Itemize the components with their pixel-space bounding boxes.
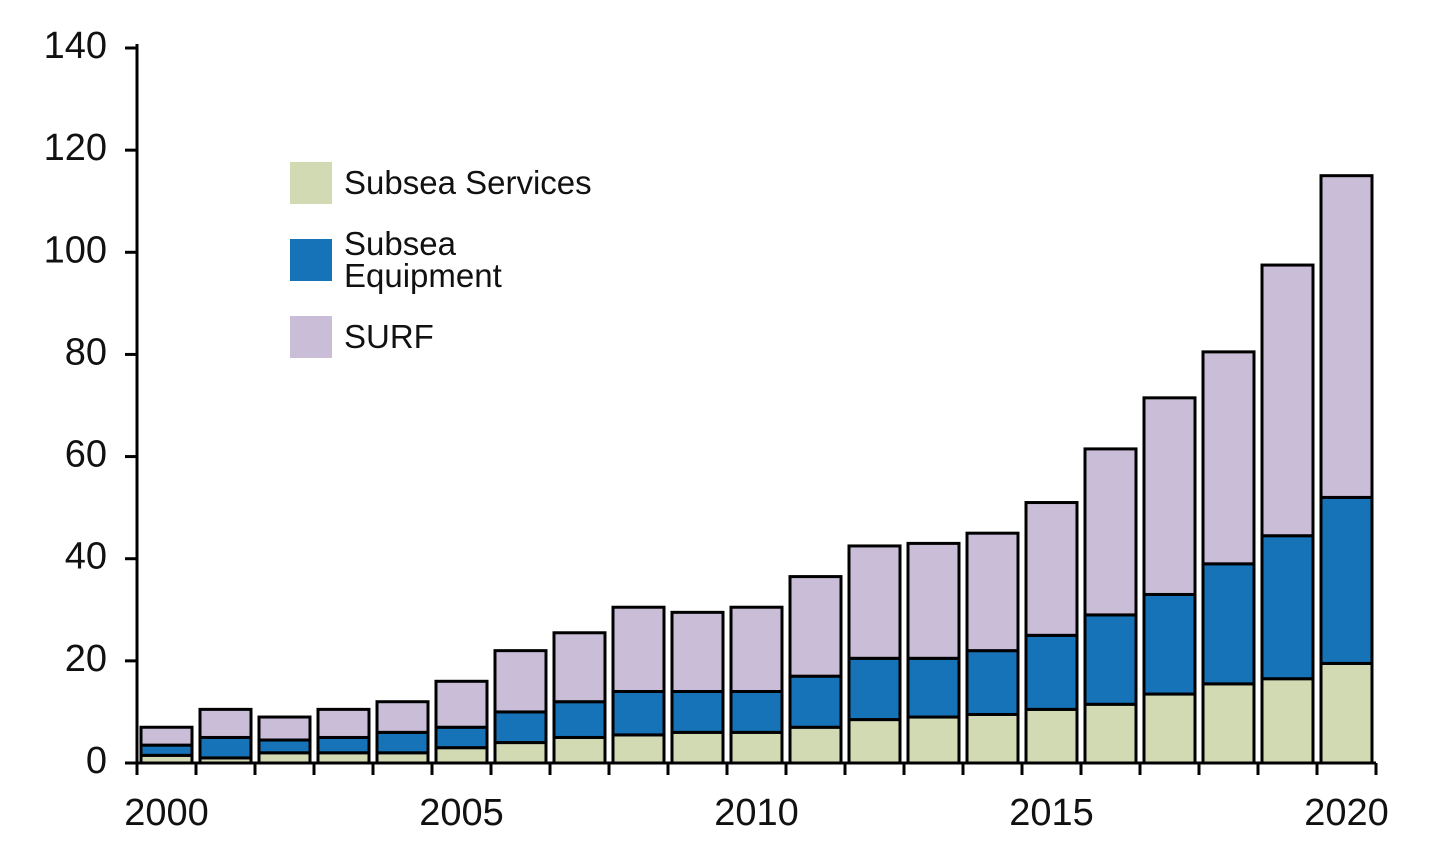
bar-segment (847, 544, 902, 660)
bar-segment (906, 541, 961, 660)
bar-segment (611, 690, 666, 737)
bar-segment (257, 715, 312, 742)
bar-segment (611, 733, 666, 765)
legend-item: Subsea Equipment (290, 225, 664, 294)
bar-segment (375, 730, 430, 755)
legend-label: Subsea Equipment (344, 225, 502, 294)
y-tick-label: 0 (86, 740, 107, 782)
legend-swatch (290, 239, 332, 281)
bar-segment (1260, 677, 1315, 765)
bar-segment (1024, 501, 1079, 637)
bar-segment (139, 725, 194, 747)
bar-segment (965, 649, 1020, 716)
bar-segment (552, 631, 607, 704)
bar-segment (788, 674, 843, 729)
bar-segment (198, 707, 253, 739)
bar-segment (611, 605, 666, 693)
bar-segment (670, 690, 725, 734)
bar-segment (375, 700, 430, 734)
bar-segment (1083, 702, 1138, 765)
bar-segment (1083, 447, 1138, 617)
bar-segment (552, 700, 607, 739)
bar-segment (316, 751, 371, 765)
bar-segment (493, 741, 548, 765)
bar-segment (1142, 592, 1197, 696)
legend-label: Subsea Services (344, 164, 592, 201)
bar-segment (434, 725, 489, 750)
bar-segment (1260, 263, 1315, 538)
bar-segment (1201, 350, 1256, 566)
x-tick-label: 2015 (1009, 792, 1094, 834)
y-tick-label: 60 (65, 434, 107, 476)
bar-segment (670, 730, 725, 765)
bar-segment (1319, 495, 1374, 665)
bar-segment (1083, 613, 1138, 706)
legend-label: SURF (344, 318, 434, 355)
bar-segment (1142, 692, 1197, 765)
bar-segment (316, 707, 371, 739)
bar-segment (965, 531, 1020, 653)
bar-segment (729, 690, 784, 734)
bar-segment (434, 746, 489, 765)
y-tick-label: 80 (65, 331, 107, 373)
y-tick-label: 20 (65, 638, 107, 680)
legend-swatch (290, 316, 332, 358)
x-tick-label: 2020 (1304, 792, 1389, 834)
y-tick-label: 140 (44, 25, 107, 67)
bar-segment (1319, 661, 1374, 765)
bar-segment (729, 730, 784, 765)
bar-segment (1142, 396, 1197, 596)
bar-segment (788, 725, 843, 765)
bar-segment (139, 743, 194, 757)
bar-segment (847, 656, 902, 722)
x-tick-label: 2000 (124, 792, 209, 834)
bar-segment (906, 656, 961, 719)
y-tick-label: 100 (44, 229, 107, 271)
x-tick-label: 2005 (419, 792, 504, 834)
bar-segment (198, 735, 253, 760)
x-tick-label: 2010 (714, 792, 799, 834)
bar-segment (670, 610, 725, 694)
bar-segment (493, 710, 548, 745)
bar-segment (788, 575, 843, 678)
bar-segment (1201, 562, 1256, 686)
bar-segment (1201, 682, 1256, 765)
bar-segment (257, 751, 312, 765)
bar-segment (552, 735, 607, 765)
bar-segment (1319, 174, 1374, 499)
legend-item: SURF (290, 316, 664, 358)
bar-segment (906, 715, 961, 765)
bar-segment (257, 738, 312, 755)
bar-segment (493, 649, 548, 714)
bar-segment (965, 712, 1020, 765)
bar-segment (434, 679, 489, 729)
y-tick-label: 40 (65, 536, 107, 578)
bar-segment (1024, 707, 1079, 765)
y-tick-label: 120 (44, 127, 107, 169)
legend-swatch (290, 162, 332, 204)
bar-segment (316, 735, 371, 755)
bar-segment (1260, 534, 1315, 681)
legend-item: Subsea Services (290, 162, 664, 204)
bar-segment (1024, 633, 1079, 711)
bar-segment (375, 751, 430, 765)
legend: Subsea Services Subsea Equipment SURF (290, 162, 664, 382)
bar-segment (847, 718, 902, 765)
bar-segment (729, 605, 784, 693)
